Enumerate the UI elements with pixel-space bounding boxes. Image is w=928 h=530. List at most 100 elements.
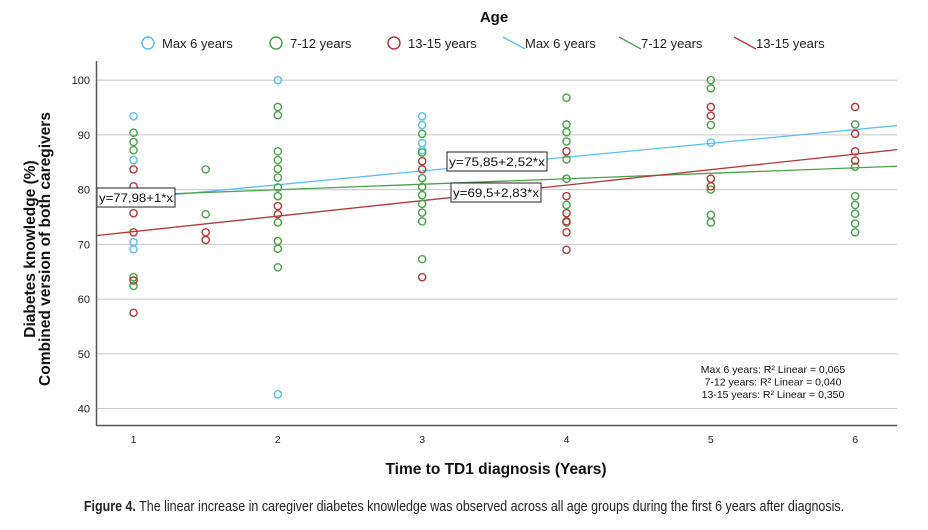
data-point — [417, 254, 427, 264]
data-point — [129, 208, 138, 218]
data-point — [562, 208, 571, 218]
figure-caption-label: Figure 4. — [83, 499, 136, 515]
data-point — [417, 182, 427, 192]
data-point — [417, 217, 427, 226]
fit-line — [95, 165, 898, 198]
data-point — [273, 183, 283, 192]
data-point — [850, 219, 860, 228]
y-axis-label: Diabetes knowledge (%) Combined version … — [22, 112, 54, 386]
legend-label: Max 6 years — [162, 36, 233, 51]
y-tick-label: 90 — [78, 130, 90, 142]
data-point — [417, 138, 427, 148]
fit-lines — [95, 124, 898, 237]
data-point — [129, 228, 138, 237]
data-point — [417, 111, 427, 121]
x-tick-label: 6 — [852, 434, 858, 446]
legend-item: 13-15 years — [733, 36, 825, 51]
fit-equation-label: y=75,85+2,52*x — [446, 151, 548, 172]
x-tick-label: 1 — [131, 434, 137, 446]
y-tick-label: 40 — [78, 404, 90, 416]
data-point — [706, 111, 716, 121]
data-point — [201, 228, 210, 237]
legend-item: 7-12 years — [269, 36, 352, 51]
axes — [95, 61, 897, 427]
data-point — [273, 236, 283, 246]
data-point — [417, 199, 427, 209]
data-point — [850, 228, 860, 237]
data-point — [706, 210, 716, 220]
data-point — [562, 228, 571, 237]
data-point — [129, 276, 138, 285]
data-point — [417, 272, 427, 282]
fit-equation-box — [446, 151, 548, 172]
legend: Max 6 years 7-12 years 13-15 years Max 6 ye… — [141, 36, 825, 51]
data-point — [201, 165, 210, 174]
data-point — [417, 173, 427, 183]
legend-label: 7-12 years — [641, 36, 703, 51]
data-point — [273, 102, 283, 112]
data-point — [273, 209, 283, 219]
x-tick-label: 4 — [564, 434, 570, 446]
data-point — [417, 156, 427, 166]
data-point — [129, 165, 138, 174]
data-point — [850, 200, 860, 210]
data-point — [417, 190, 427, 200]
data-point — [706, 102, 716, 112]
data-point — [273, 191, 283, 201]
data-point — [562, 155, 571, 164]
data-point — [562, 147, 571, 156]
data-point — [706, 120, 716, 130]
data-point — [129, 155, 138, 165]
data-point — [417, 120, 427, 130]
legend-label: Max 6 years — [525, 36, 596, 51]
data-point — [273, 218, 283, 227]
data-point — [129, 244, 138, 254]
data-point — [706, 185, 716, 194]
data-point — [850, 162, 860, 171]
data-point — [129, 111, 138, 121]
x-axis-ticks: 1 2 3 4 5 6 — [131, 434, 859, 446]
data-point — [562, 174, 571, 183]
x-axis-label: Time to TD1 diagnosis (Years) — [385, 461, 606, 478]
fit-equation-label: y=69,5+2,83*x — [450, 182, 542, 203]
y-tick-label: 70 — [78, 239, 90, 251]
fit-labels: y=75,85+2,52*x y=77,98+1*x y=69,5+2,83*x — [96, 151, 548, 208]
legend-item: Max 6 years — [141, 36, 233, 51]
data-point — [273, 164, 283, 174]
y-tick-label: 50 — [78, 349, 90, 361]
data-point — [562, 137, 571, 146]
data-point — [562, 93, 571, 102]
x-tick-label: 5 — [708, 434, 714, 446]
legend-item: 13-15 years — [387, 36, 477, 51]
data-point — [850, 129, 860, 139]
data-point — [129, 281, 138, 291]
data-point — [273, 155, 283, 165]
data-point — [417, 208, 427, 217]
legend-line-icon — [618, 36, 642, 50]
data-point — [273, 110, 283, 120]
data-point — [850, 147, 860, 156]
r2-label: 13-15 years: R² Linear = 0,350 — [702, 389, 845, 401]
data-point — [129, 137, 138, 147]
legend-marker-icon — [387, 36, 401, 50]
fit-equation-text: y=77,98+1*x — [99, 191, 173, 205]
legend-item: 7-12 years — [618, 36, 703, 51]
r2-label: Max 6 years: R² Linear = 0,065 — [701, 364, 846, 376]
figure-caption: Figure 4. The linear increase in caregiv… — [65, 499, 863, 515]
fit-equation-box — [450, 182, 542, 203]
y-axis-label-line2: Combined version of both caregivers — [37, 112, 54, 386]
gridlines — [96, 79, 897, 410]
data-point — [562, 200, 571, 210]
legend-label: 7-12 years — [290, 36, 352, 51]
data-point — [417, 148, 427, 157]
data-point — [417, 165, 427, 174]
x-tick-label: 3 — [419, 434, 425, 446]
data-point — [850, 102, 860, 112]
legend-item: Max 6 years — [502, 36, 596, 51]
y-tick-label: 60 — [78, 294, 90, 306]
fit-equation-text: y=75,85+2,52*x — [449, 155, 545, 169]
r2-label: 7-12 years: R² Linear = 0,040 — [705, 377, 842, 389]
x-tick-label: 2 — [275, 434, 281, 446]
data-point — [273, 244, 283, 254]
